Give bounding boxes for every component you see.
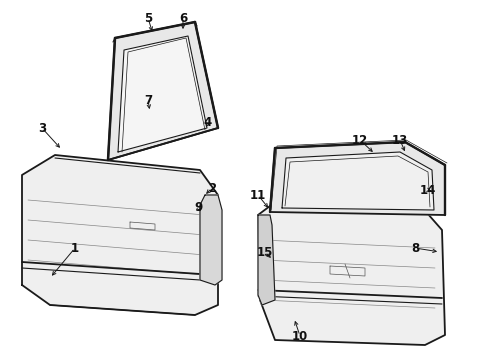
Polygon shape — [200, 195, 222, 285]
Text: 3: 3 — [38, 122, 46, 135]
Text: 6: 6 — [179, 12, 187, 24]
Polygon shape — [282, 152, 434, 210]
Text: 8: 8 — [411, 242, 419, 255]
Text: 12: 12 — [352, 134, 368, 147]
Text: 4: 4 — [204, 116, 212, 129]
Polygon shape — [118, 36, 207, 152]
Polygon shape — [270, 142, 445, 215]
Text: 5: 5 — [144, 12, 152, 24]
Text: 15: 15 — [257, 246, 273, 258]
Polygon shape — [108, 22, 218, 160]
Text: 14: 14 — [420, 184, 436, 197]
Polygon shape — [22, 155, 218, 315]
Text: 1: 1 — [71, 242, 79, 255]
Polygon shape — [258, 200, 445, 345]
Text: 2: 2 — [208, 181, 216, 194]
Text: 9: 9 — [194, 201, 202, 213]
Polygon shape — [258, 215, 275, 305]
Text: 10: 10 — [292, 329, 308, 342]
Text: 13: 13 — [392, 134, 408, 147]
Text: 11: 11 — [250, 189, 266, 202]
Text: 7: 7 — [144, 94, 152, 107]
